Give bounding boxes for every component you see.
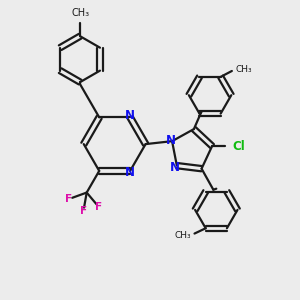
Text: N: N xyxy=(166,134,176,147)
Text: CH₃: CH₃ xyxy=(71,8,89,18)
Text: F: F xyxy=(65,194,73,204)
Text: CH₃: CH₃ xyxy=(174,231,191,240)
Text: N: N xyxy=(125,110,135,122)
Text: F: F xyxy=(80,206,87,216)
Text: CH₃: CH₃ xyxy=(236,65,253,74)
Text: F: F xyxy=(95,202,102,212)
Text: N: N xyxy=(169,160,179,174)
Text: N: N xyxy=(125,166,135,179)
Text: Cl: Cl xyxy=(233,140,245,153)
